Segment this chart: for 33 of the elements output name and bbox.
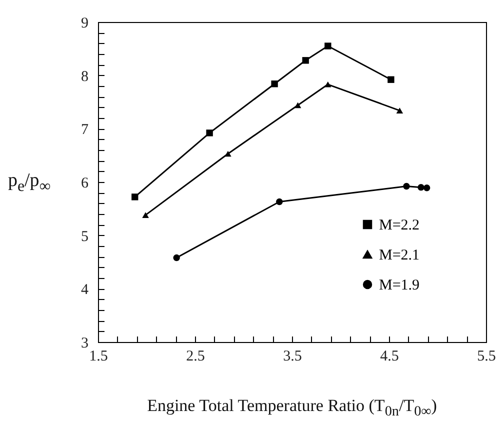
point — [294, 102, 302, 108]
point — [206, 130, 213, 136]
point — [324, 81, 332, 88]
legend-label: M=2.2 — [379, 218, 420, 234]
y-tick-label: 4 — [81, 282, 89, 298]
x-tick-label: 4.5 — [380, 348, 399, 364]
legend-label: M=1.9 — [379, 278, 420, 294]
x-tick-label: 5.5 — [477, 348, 496, 364]
x-axis-title: Engine Total Temperature Ratio (T$_{0n}$/T$_{0∞}$) — [147, 396, 437, 420]
y-tick-label: 9 — [81, 16, 88, 32]
point — [276, 198, 283, 206]
x-tick-label: 1.5 — [89, 348, 108, 364]
y-tick-label: 8 — [81, 68, 88, 85]
legend-label: M=2.1 — [379, 248, 420, 264]
point — [224, 150, 232, 157]
point — [271, 80, 278, 88]
point — [324, 42, 332, 50]
point — [388, 76, 394, 83]
y-tick-label: 7 — [81, 122, 89, 138]
x-tick-label: 2.5 — [186, 348, 205, 364]
y-tick-label: 5 — [81, 228, 88, 245]
x-tick-label: 3.5 — [283, 348, 302, 364]
point — [173, 254, 180, 262]
y-axis-title: p$_{e}$/p$_{∞}$ — [8, 170, 51, 196]
point — [418, 184, 424, 191]
point — [423, 184, 430, 192]
y-tick-label: 6 — [81, 176, 89, 192]
point — [302, 57, 309, 64]
point — [132, 194, 138, 200]
y-tick-label: 3 — [81, 336, 88, 352]
point — [142, 212, 149, 218]
point — [403, 182, 410, 190]
point — [396, 108, 404, 114]
